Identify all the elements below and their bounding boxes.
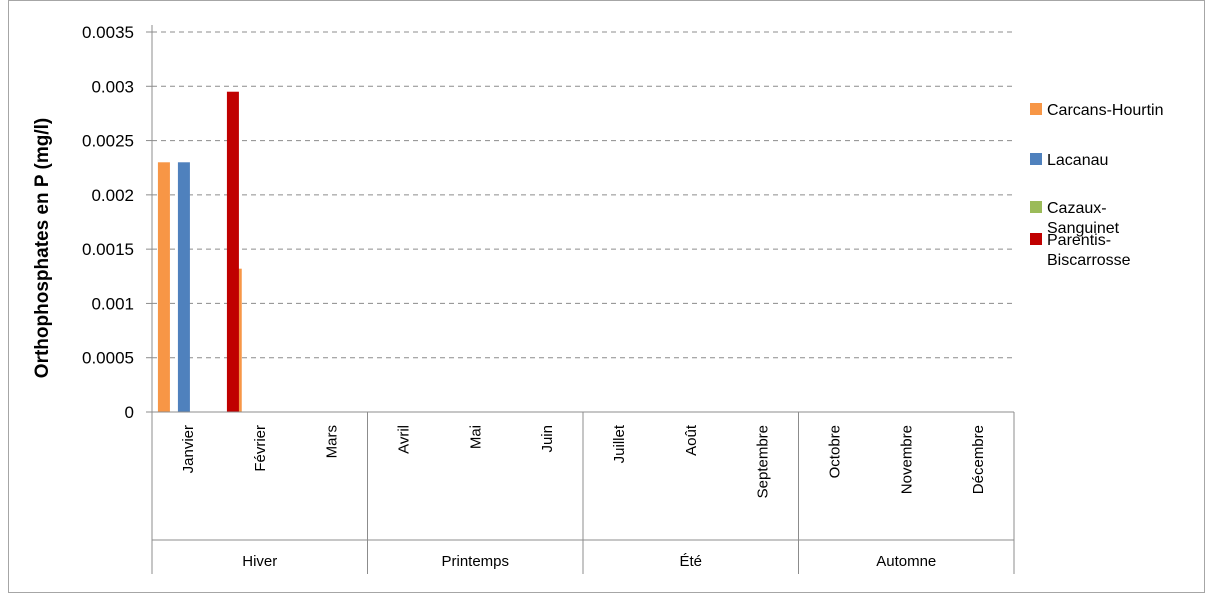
x-category-labels: Janvier Février Mars Avril Mai Juin Juillet Aoû…	[180, 424, 987, 498]
legend-label: Lacanau	[1047, 152, 1108, 169]
x-category-label: Décembre	[970, 425, 987, 494]
legend-label: Biscarrosse	[1047, 252, 1131, 269]
x-category-label: Novembre	[898, 425, 915, 494]
x-group-label: Hiver	[242, 553, 277, 570]
x-category-label: Mars	[324, 425, 341, 458]
x-category-label: Avril	[395, 425, 412, 454]
x-category-label: Août	[683, 424, 700, 456]
y-tick-label: 0.002	[91, 186, 134, 205]
legend-label: Cazaux-	[1047, 200, 1107, 217]
y-tick-label: 0	[125, 403, 134, 422]
legend-swatch	[1030, 153, 1042, 165]
legend-label: Parentis-	[1047, 232, 1111, 249]
legend-label: Carcans-Hourtin	[1047, 102, 1163, 119]
y-tick-label: 0.0015	[82, 240, 134, 259]
legend-swatch	[1030, 233, 1042, 245]
y-tick-label: 0.003	[91, 77, 134, 96]
x-group-label: Automne	[876, 553, 936, 570]
bar-lacanau-0	[177, 162, 190, 412]
axes	[146, 25, 1015, 574]
bar-parentis-biscarrosse-0	[226, 91, 239, 412]
x-group-label: Printemps	[441, 553, 509, 570]
legend-label: Sanguinet	[1047, 220, 1120, 237]
x-group-label: Été	[679, 553, 702, 570]
x-category-label: Octobre	[826, 425, 843, 478]
y-tick-labels: 0 0.0005 0.001 0.0015 0.002 0.0025 0.003 0.0035	[82, 23, 134, 422]
x-category-label: Juin	[539, 425, 556, 453]
legend-swatch	[1030, 103, 1042, 115]
y-tick-label: 0.0005	[82, 349, 134, 368]
legend-swatch	[1030, 201, 1042, 213]
x-category-label: Février	[252, 425, 269, 472]
y-tick-label: 0.0035	[82, 23, 134, 42]
y-tick-label: 0.0025	[82, 132, 134, 151]
x-category-label: Juillet	[611, 424, 628, 463]
x-category-label: Janvier	[180, 425, 197, 473]
x-category-label: Septembre	[755, 425, 772, 498]
bars	[157, 91, 242, 412]
chart-border	[8, 0, 1205, 593]
bar-carcans-hourtin-0	[157, 162, 170, 412]
x-group-labels: Hiver Printemps Été Automne	[242, 553, 936, 570]
x-category-label: Mai	[467, 425, 484, 449]
y-tick-label: 0.001	[91, 294, 134, 313]
y-axis-label: Orthophosphates en P (mg/l)	[32, 118, 53, 378]
legend: Carcans-Hourtin Lacanau Cazaux- SanguinetPa…	[1030, 102, 1163, 269]
